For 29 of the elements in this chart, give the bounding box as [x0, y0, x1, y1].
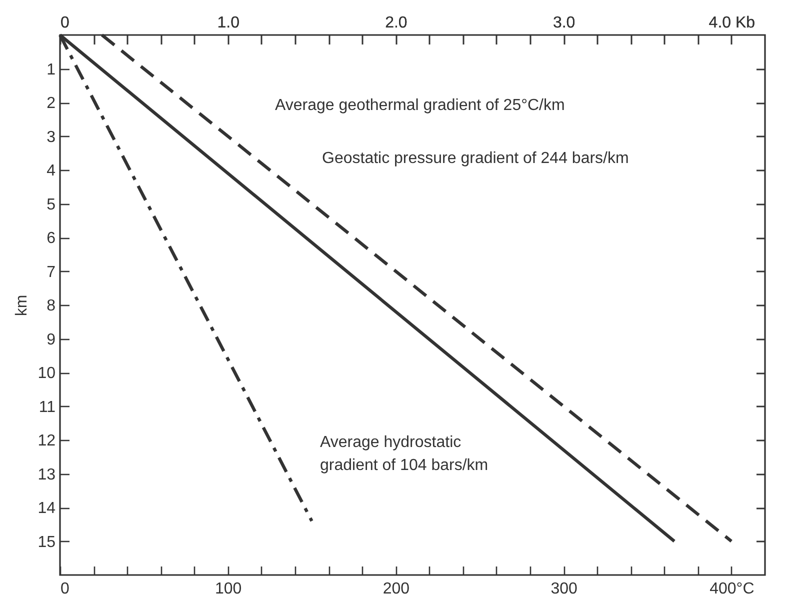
x2-tick-label: 4.0 Kb — [708, 14, 756, 32]
y-tick-label: 13 — [38, 466, 56, 484]
x-tick-label: 100 — [215, 580, 242, 598]
y-tick-label: 2 — [46, 95, 56, 112]
x2-tick-label: 2.0 — [385, 14, 408, 32]
x2-tick-label: 0 — [60, 14, 70, 32]
y-axis-title: km — [14, 294, 31, 316]
annotation: Average geothermal gradient of 25°C/km — [275, 97, 565, 114]
y-tick-label: 11 — [38, 398, 56, 416]
y-tick-label: 5 — [46, 196, 56, 214]
x2-tick-label: 1.0 — [217, 14, 240, 32]
x-tick-label: 200 — [382, 580, 410, 598]
y-tick-label: 14 — [38, 500, 56, 517]
y-tick-label: 10 — [38, 365, 56, 382]
annotation: Average hydrostatic gradient of 104 bars/km — [320, 434, 488, 474]
y-tick-label: 15 — [38, 534, 56, 551]
y-tick-label: 9 — [46, 331, 56, 348]
x2-tick-label: 3.0 — [552, 14, 576, 32]
y-tick-label: 8 — [46, 298, 56, 314]
x-tick-label: 0 — [60, 580, 70, 598]
y-tick-label: 1 — [46, 61, 56, 78]
y-tick-label: 4 — [46, 162, 56, 180]
y-tick-label: 3 — [46, 128, 56, 146]
y-tick-label: 12 — [38, 432, 56, 450]
x-tick-label: 400°C — [710, 580, 754, 598]
x-tick-label: 300 — [550, 580, 578, 598]
annotation: Geostatic pressure gradient of 244 bars/km — [322, 150, 629, 167]
y-tick-label: 7 — [46, 264, 56, 281]
y-tick-label: 6 — [46, 230, 56, 247]
